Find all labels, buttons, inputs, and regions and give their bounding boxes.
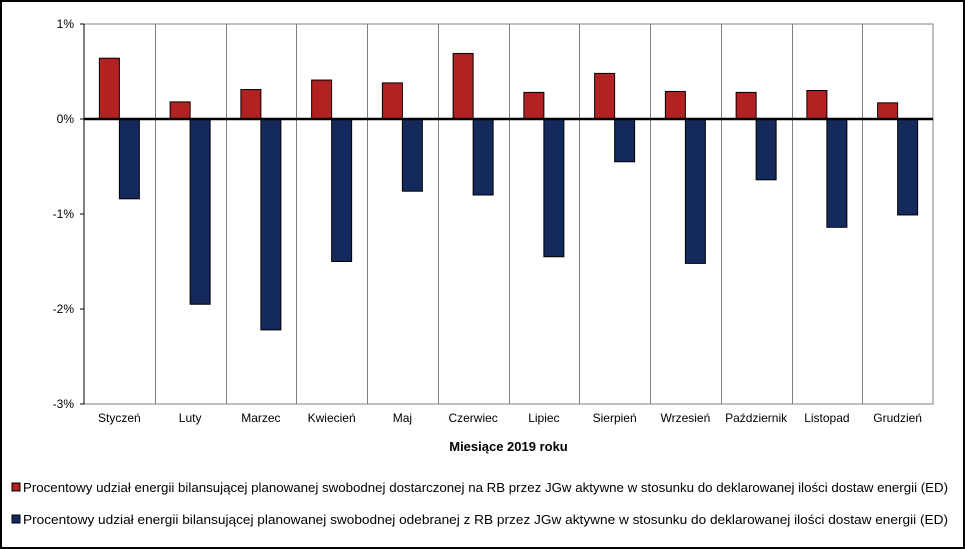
bar-odebrana-0	[118, 118, 140, 200]
bar-dostarczona-9	[735, 91, 757, 120]
bar-dostarczona-0	[98, 57, 120, 120]
bar-odebrana-1	[189, 118, 211, 305]
x-tick-label: Luty	[179, 411, 202, 425]
x-tick-label: Listopad	[804, 411, 849, 425]
bar-dostarczona-11	[877, 102, 899, 120]
plot-area	[83, 23, 934, 405]
x-tick-labels: Styczeń Luty Marzec Kwiecień Maj Czerwiec Lipi…	[98, 411, 922, 425]
x-tick-label: Październik	[725, 411, 788, 425]
legend: Procentowy udział energii bilansującej p…	[11, 481, 948, 527]
legend-swatch	[11, 514, 21, 524]
x-tick-label: Wrzesień	[660, 411, 710, 425]
bar-odebrana-6	[543, 118, 565, 258]
bar-odebrana-2	[260, 118, 282, 331]
bar-odebrana-8	[684, 118, 706, 264]
legend-swatch	[11, 482, 21, 492]
y-tick-label: 0%	[57, 112, 75, 126]
x-tick-label: Czerwiec	[448, 411, 497, 425]
x-tick-label: Styczeń	[98, 411, 141, 425]
bar-dostarczona-2	[240, 89, 262, 120]
bar-dostarczona-4	[381, 82, 403, 120]
y-tick-label: -2%	[53, 302, 75, 316]
axes	[80, 23, 933, 405]
bar-odebrana-7	[614, 118, 636, 163]
bar-odebrana-9	[755, 118, 777, 181]
x-axis-label: Miesiące 2019 roku	[449, 439, 568, 454]
x-tick-label: Lipiec	[528, 411, 559, 425]
y-tick-label: -1%	[53, 207, 75, 221]
bar-dostarczona-1	[169, 101, 191, 120]
bar-odebrana-4	[401, 118, 423, 192]
grid-lines	[155, 24, 863, 404]
bar-odebrana-5	[472, 118, 494, 196]
plot-border	[83, 23, 934, 405]
x-tick-label: Kwiecień	[308, 411, 356, 425]
legend-label: Procentowy udział energii bilansującej p…	[23, 481, 948, 495]
bar-odebrana-10	[826, 118, 848, 228]
bar-dostarczona-3	[311, 79, 333, 120]
bar-dostarczona-6	[523, 91, 545, 120]
x-tick-label: Maj	[393, 411, 412, 425]
legend-label: Procentowy udział energii bilansującej p…	[23, 513, 948, 527]
x-tick-label: Sierpień	[593, 411, 637, 425]
x-tick-label: Grudzień	[873, 411, 922, 425]
bar-odebrana-11	[897, 118, 919, 216]
bar-dostarczona-8	[664, 90, 686, 120]
y-tick-label: 1%	[57, 17, 75, 31]
x-tick-label: Marzec	[241, 411, 280, 425]
bar-dostarczona-5	[452, 52, 474, 120]
y-tick-labels: 1% 0% -1% -2% -3%	[53, 17, 75, 411]
y-tick-label: -3%	[53, 397, 75, 411]
bars	[98, 52, 919, 331]
bar-odebrana-3	[331, 118, 353, 262]
bar-dostarczona-10	[806, 90, 828, 120]
bar-dostarczona-7	[594, 72, 616, 120]
